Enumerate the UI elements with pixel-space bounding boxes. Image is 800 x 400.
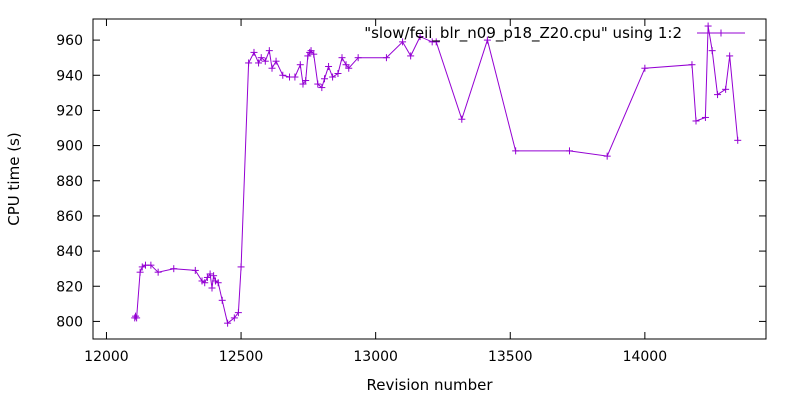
data-point-marker bbox=[208, 284, 216, 292]
data-point-marker bbox=[338, 54, 346, 62]
data-point-marker bbox=[132, 312, 140, 320]
y-tick-label: 920 bbox=[56, 103, 83, 119]
y-tick-label: 880 bbox=[56, 174, 83, 190]
data-point-marker bbox=[272, 57, 280, 65]
data-point-marker bbox=[512, 147, 520, 155]
axis-ticks: 12000 12500 13000 13500 14000 800 820 840 860 880… bbox=[56, 19, 766, 365]
data-point-marker bbox=[230, 314, 238, 322]
data-point-marker bbox=[354, 54, 362, 62]
data-point-marker bbox=[334, 70, 342, 78]
data-point-marker bbox=[734, 136, 742, 144]
legend-label: "slow/feii_blr_n09_p18_Z20.cpu" using 1:… bbox=[364, 24, 682, 43]
data-point-marker bbox=[299, 80, 307, 88]
y-tick-label: 820 bbox=[56, 279, 83, 295]
data-point-marker bbox=[458, 115, 466, 123]
data-point-marker bbox=[407, 52, 415, 60]
data-point-marker bbox=[133, 314, 141, 322]
data-point-marker bbox=[224, 319, 232, 327]
y-tick-label: 940 bbox=[56, 68, 83, 84]
x-tick-label: 13500 bbox=[488, 349, 533, 365]
data-point-marker bbox=[345, 64, 353, 72]
data-point-marker bbox=[692, 117, 700, 125]
data-point-marker bbox=[329, 73, 337, 81]
data-point-marker bbox=[138, 263, 146, 271]
data-point-marker bbox=[325, 62, 333, 70]
data-point-marker bbox=[641, 64, 649, 72]
data-point-marker bbox=[432, 38, 440, 46]
series-layer bbox=[131, 22, 742, 327]
data-point-marker bbox=[268, 64, 276, 72]
data-point-marker bbox=[210, 272, 218, 280]
data-point-marker bbox=[203, 273, 211, 281]
data-point-marker bbox=[701, 113, 709, 121]
data-point-marker bbox=[291, 73, 299, 81]
data-point-marker bbox=[310, 50, 318, 58]
data-point-marker bbox=[279, 71, 287, 79]
data-point-marker bbox=[296, 61, 304, 69]
data-point-marker bbox=[726, 52, 734, 60]
data-point-marker bbox=[306, 48, 314, 56]
data-point-marker bbox=[603, 152, 611, 160]
x-axis-title: Revision number bbox=[367, 376, 494, 394]
series-line bbox=[134, 25, 739, 325]
data-point-marker bbox=[342, 61, 350, 69]
x-tick-label: 13000 bbox=[353, 349, 398, 365]
y-tick-label: 840 bbox=[56, 244, 83, 260]
x-tick-label: 14000 bbox=[623, 349, 668, 365]
data-point-marker bbox=[318, 84, 326, 92]
data-point-marker bbox=[714, 91, 722, 99]
y-tick-label: 960 bbox=[56, 33, 83, 49]
data-point-marker bbox=[302, 77, 310, 85]
data-point-marker bbox=[147, 261, 155, 269]
data-point-marker bbox=[214, 279, 222, 287]
data-point-marker bbox=[382, 54, 390, 62]
y-tick-label: 800 bbox=[56, 314, 83, 330]
plot-frame bbox=[92, 18, 767, 340]
x-tick-label: 12500 bbox=[219, 349, 264, 365]
data-point-marker bbox=[399, 38, 407, 46]
y-tick-label: 860 bbox=[56, 209, 83, 225]
data-point-marker bbox=[565, 147, 573, 155]
data-point-marker bbox=[265, 47, 273, 55]
data-point-marker bbox=[688, 61, 696, 69]
data-point-marker bbox=[708, 47, 716, 55]
data-point-marker bbox=[250, 48, 258, 56]
data-point-marker bbox=[206, 270, 214, 278]
data-point-marker bbox=[314, 80, 322, 88]
data-point-marker bbox=[307, 47, 315, 55]
data-point-marker bbox=[304, 52, 312, 60]
data-point-marker bbox=[416, 33, 424, 41]
data-point-marker bbox=[704, 22, 712, 30]
data-point-marker bbox=[191, 266, 199, 274]
data-point-marker bbox=[483, 36, 491, 44]
data-point-marker bbox=[154, 268, 162, 276]
x-tick-label: 12000 bbox=[84, 349, 129, 365]
data-point-marker bbox=[321, 75, 329, 83]
data-point-marker bbox=[261, 57, 269, 65]
data-point-marker bbox=[136, 268, 144, 276]
data-point-marker bbox=[201, 279, 209, 287]
data-point-marker bbox=[245, 59, 253, 67]
data-point-marker bbox=[234, 309, 242, 317]
data-point-marker bbox=[218, 296, 226, 304]
data-point-marker bbox=[255, 59, 263, 67]
legend: "slow/feii_blr_n09_p18_Z20.cpu" using 1:… bbox=[364, 24, 745, 43]
data-point-marker bbox=[170, 265, 178, 273]
data-point-marker bbox=[257, 54, 265, 62]
data-point-marker bbox=[722, 85, 730, 93]
data-point-marker bbox=[237, 263, 245, 271]
y-tick-label: 900 bbox=[56, 139, 83, 155]
y-axis-title: CPU time (s) bbox=[5, 132, 23, 225]
legend-marker bbox=[717, 29, 725, 37]
